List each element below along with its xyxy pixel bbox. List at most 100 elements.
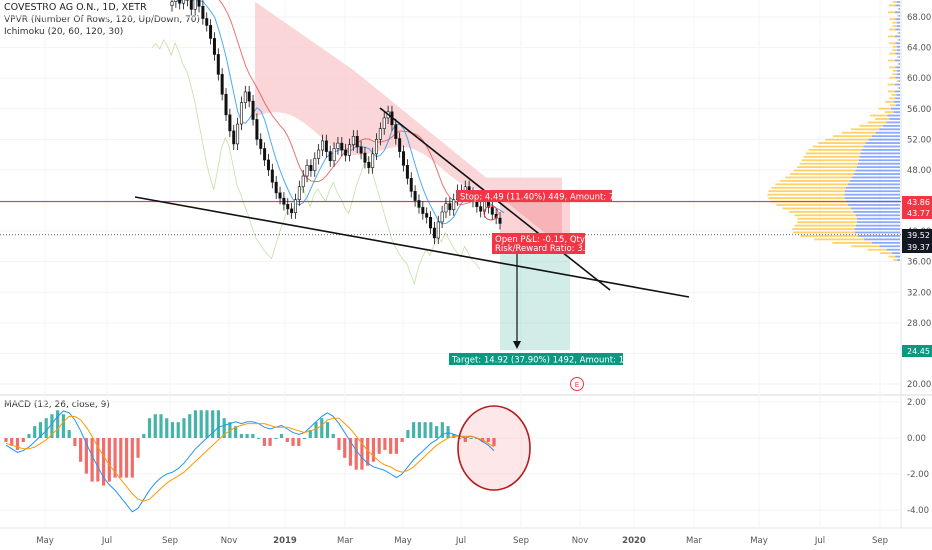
volume-profile-down-bar: [890, 104, 896, 107]
macd-histogram-bar: [412, 422, 416, 438]
volume-profile-down-bar: [867, 248, 887, 251]
earnings-marker-icon[interactable]: [570, 377, 584, 391]
stop-box[interactable]: [457, 190, 612, 202]
macd-histogram-bar: [285, 438, 289, 442]
earnings-marker-label: E: [575, 381, 579, 389]
volume-profile-down-bar: [799, 162, 858, 165]
ichimoku-legend[interactable]: Ichimoku (20, 60, 120, 30): [4, 27, 124, 37]
macd-histogram-bar: [325, 422, 330, 438]
candle-body: [212, 38, 216, 55]
volume-profile-down-bar: [812, 145, 864, 148]
macd-histogram-bar: [90, 438, 94, 482]
macd-histogram-bar: [67, 430, 71, 438]
volume-profile-up-bar: [894, 11, 900, 14]
stop-label: Stop: 4.49 (11.40%) 449, Amount: 753.05: [460, 193, 639, 203]
volume-profile-up-bar: [898, 14, 900, 17]
volume-profile-up-bar: [856, 166, 900, 169]
candle-body: [270, 169, 274, 183]
candle-body: [409, 178, 413, 192]
macd-histogram-bar: [389, 438, 393, 454]
time-tick-label: Jul: [455, 536, 466, 546]
volume-profile-up-bar: [898, 32, 900, 34]
volume-profile-down-bar: [776, 204, 849, 206]
volume-profile-down-bar: [887, 90, 895, 93]
macd-histogram-bar: [56, 410, 60, 438]
candle-body: [417, 200, 421, 208]
time-tick-label: Jul: [101, 536, 112, 546]
macd-histogram-bar: [10, 438, 14, 446]
volume-profile-up-bar: [853, 173, 900, 175]
macd-histogram-bar: [400, 438, 404, 442]
volume-profile-down-bar: [888, 11, 895, 14]
price-tag-label: 39.52: [907, 231, 930, 240]
candle-body: [178, 0, 182, 4]
macd-histogram-bar: [38, 422, 43, 438]
volume-profile-down-bar: [801, 159, 859, 162]
macd-histogram-bar: [130, 438, 134, 478]
time-axis[interactable]: May Jul Sep Nov 2019 Mar May Jul Sep Nov 2020 Mar Ma…: [36, 536, 888, 546]
volume-profile-up-bar: [844, 197, 900, 200]
price-axis[interactable]: 68.0064.0060.0056.0052.0048.0044.0040.00…: [907, 13, 931, 516]
candle-body: [421, 207, 425, 214]
volume-profile-up-bar: [855, 214, 900, 217]
volume-profile-up-bar: [890, 107, 900, 110]
volume-profile-up-bar: [899, 7, 900, 10]
volume-profile-up-bar: [895, 18, 900, 21]
macd-legend[interactable]: MACD (12, 26, close, 9): [4, 400, 110, 410]
candle-body: [255, 119, 259, 140]
volume-profile-up-bar: [848, 204, 900, 206]
macd-histogram-bar: [262, 438, 266, 446]
price-tag: [902, 241, 932, 253]
candle-body: [309, 165, 313, 171]
volume-profile-up-bar: [860, 152, 900, 155]
price-tags: 43.86 43.77 39.52 39.37 24.45: [902, 196, 932, 357]
price-tick-label: 28.00: [907, 319, 931, 329]
price-tag-label: 39.37: [907, 243, 930, 252]
pnl-label: Open P&L: -0.15, Qty: 55: [495, 235, 601, 245]
macd-histogram-bar: [463, 438, 467, 442]
target-box[interactable]: [449, 353, 623, 365]
volume-profile-up-bar: [857, 162, 900, 165]
volume-profile-down-bar: [897, 63, 900, 65]
volume-profile-down-bar: [888, 35, 895, 38]
macd-histogram-bar: [182, 418, 186, 438]
time-tick-label: May: [36, 536, 54, 546]
volume-profile-down-bar: [797, 221, 857, 224]
macd-histogram-bar: [96, 438, 100, 482]
candle-body: [209, 25, 213, 39]
volume-profile-down-bar: [892, 1, 898, 3]
volume-profile-down-bar: [892, 25, 897, 27]
macd-histogram-bar: [406, 430, 410, 438]
candles: [170, 0, 502, 245]
vpvr-legend[interactable]: VPVR (Number Of Rows, 120, Up/Down, 70): [4, 15, 201, 25]
macd-histogram-bar: [222, 418, 226, 438]
macd-histogram-bar: [366, 438, 370, 466]
price-tick-label: 20.00: [907, 380, 931, 390]
chart-legend: COVESTRO AG O.N., 1D, XETR VPVR (Number …: [4, 2, 200, 38]
volume-profile-up-bar: [886, 121, 900, 124]
volume-profile-up-bar: [851, 176, 900, 179]
time-tick-label: Mar: [686, 536, 703, 546]
price-tag-label: 43.86: [907, 198, 930, 207]
volume-profile-up-bar: [895, 255, 900, 258]
volume-profile-down-bar: [870, 114, 888, 117]
pnl-box[interactable]: [492, 233, 585, 254]
volume-profile-up-bar: [889, 118, 900, 120]
price-tag-label: 43.77: [907, 209, 930, 218]
symbol-title[interactable]: COVESTRO AG O.N., 1D, XETR: [4, 2, 147, 13]
candle-body: [317, 149, 321, 159]
macd-histogram-bar: [136, 438, 140, 458]
volume-profile-down-bar: [889, 76, 896, 79]
candle-body: [425, 213, 429, 218]
target-arrow-head-icon: [513, 341, 521, 349]
candle-body: [216, 54, 220, 75]
volume-profile-down-bar: [888, 255, 896, 258]
volume-profile-down-bar: [897, 14, 899, 17]
grid: [0, 16, 901, 511]
volume-profile-up-bar: [863, 145, 900, 148]
volume-profile-up-bar: [899, 63, 900, 65]
macd-histogram-bar: [331, 434, 335, 438]
volume-profile-down-bar: [808, 149, 862, 151]
volume-profile-up-bar: [895, 52, 900, 55]
